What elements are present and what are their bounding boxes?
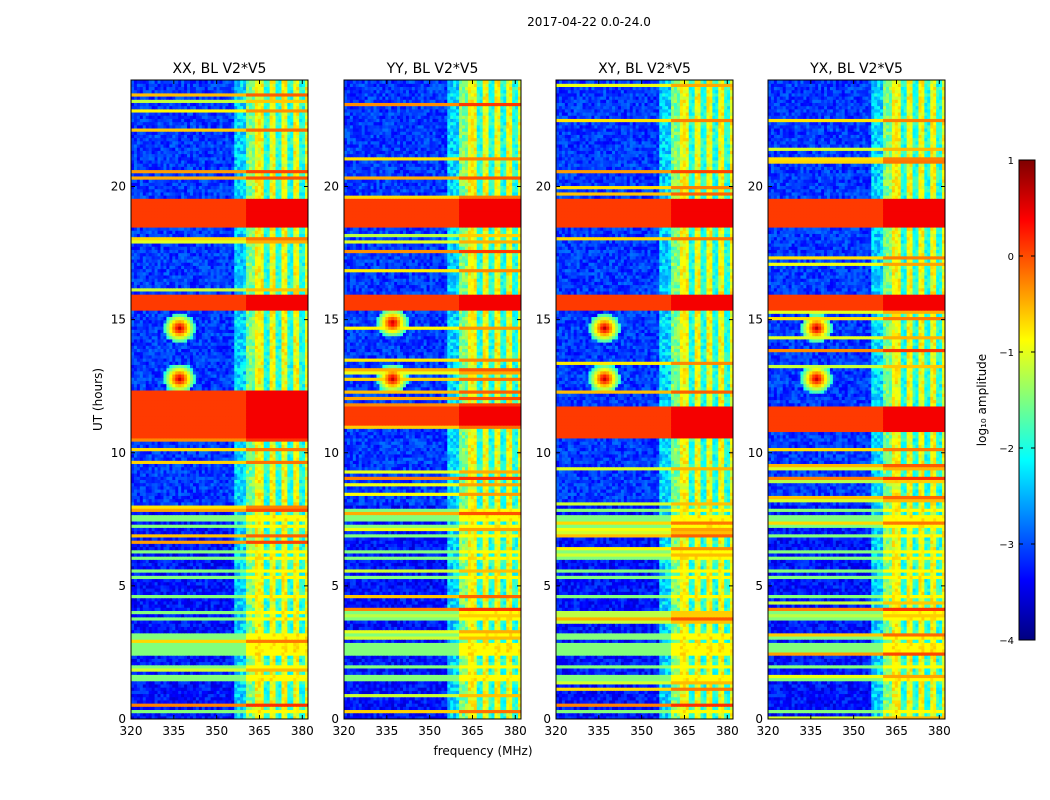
spectrogram-figure: 2017-04-22 0.0-24.0 XX, BL V2*V5320 335 35…	[0, 0, 1050, 800]
figure-title: 2017-04-22 0.0-24.0	[527, 15, 651, 29]
heatmap-cells	[131, 80, 309, 720]
